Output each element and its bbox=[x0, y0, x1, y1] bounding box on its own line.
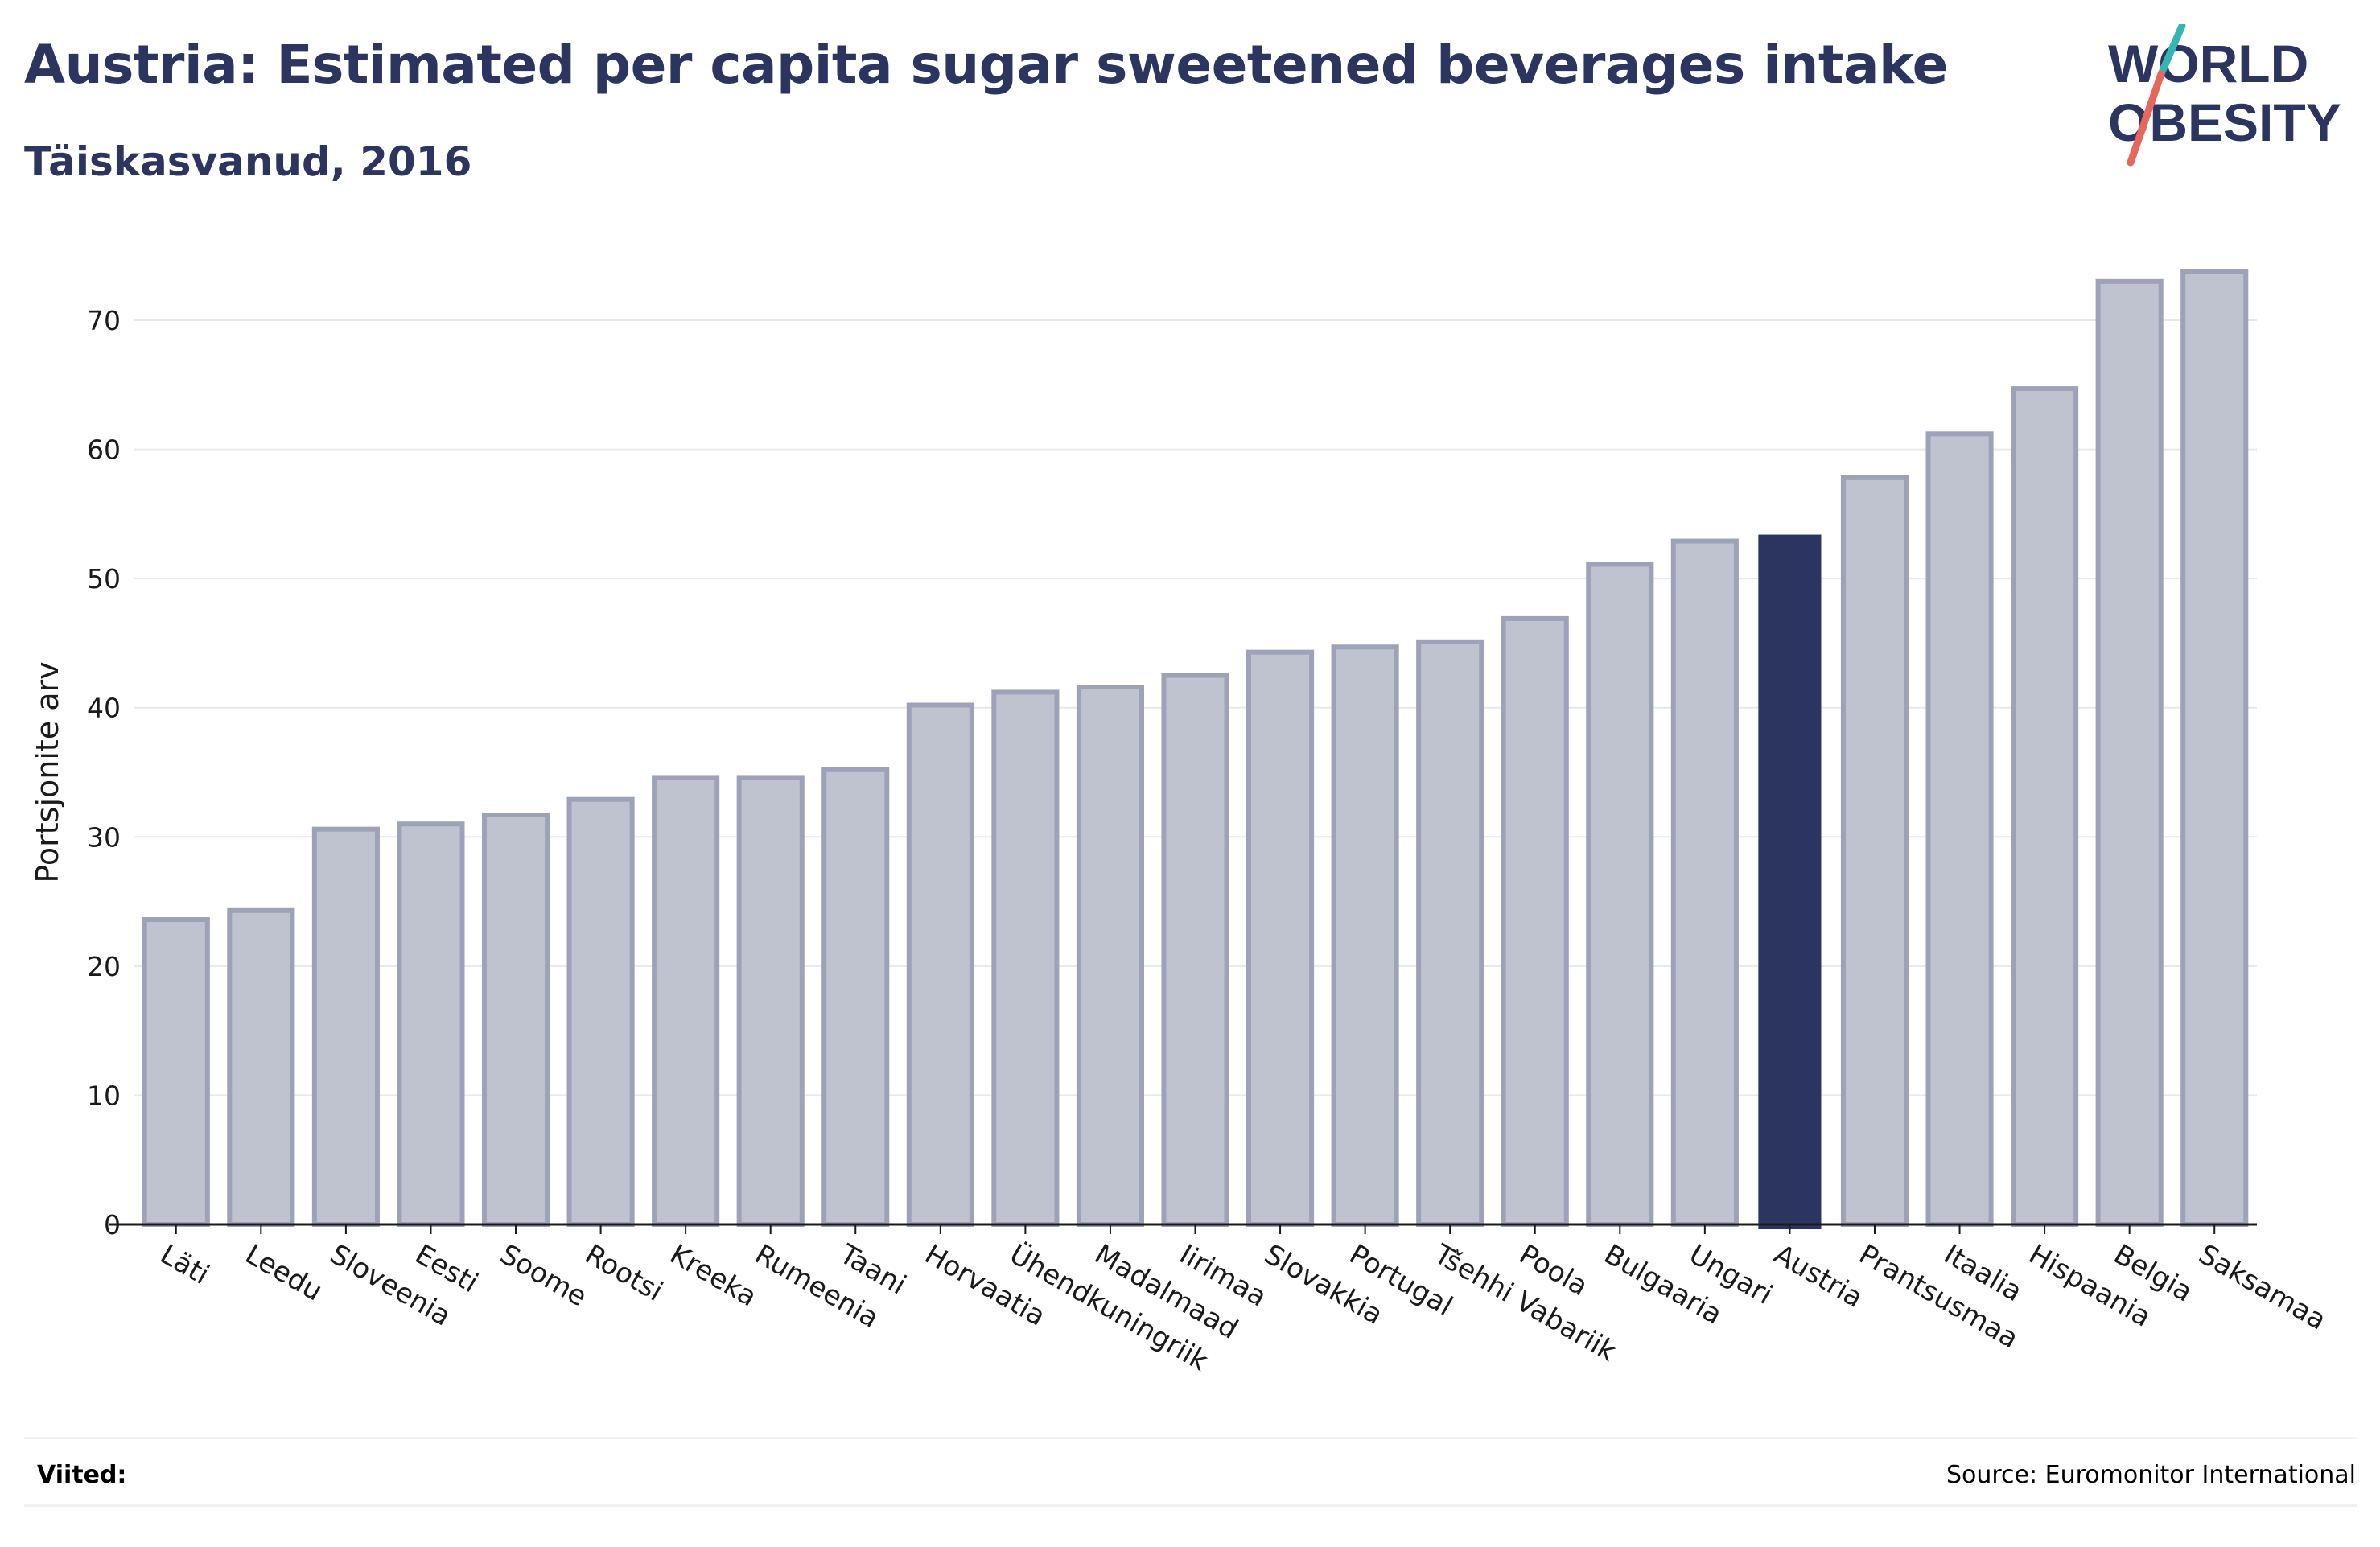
x-tick-label: Austria bbox=[1769, 1238, 1868, 1315]
bar bbox=[1501, 615, 1569, 1227]
y-tick-label: 40 bbox=[87, 693, 121, 724]
logo-slash-coral bbox=[2127, 70, 2165, 167]
footer-divider-top bbox=[24, 1437, 2357, 1439]
bar-highlighted bbox=[1758, 534, 1822, 1229]
world-obesity-logo: WORLD OBESITY bbox=[2108, 24, 2341, 167]
bar bbox=[1670, 538, 1739, 1227]
bar bbox=[1586, 562, 1654, 1227]
logo-slash-teal bbox=[2157, 24, 2186, 78]
bar bbox=[2180, 268, 2249, 1227]
bar bbox=[906, 702, 974, 1227]
chart-title: Austria: Estimated per capita sugar swee… bbox=[24, 34, 1948, 96]
bar bbox=[1925, 431, 1994, 1227]
y-tick-label: 20 bbox=[87, 951, 121, 982]
bar bbox=[736, 775, 805, 1227]
bar bbox=[1161, 673, 1229, 1227]
x-tick-label: Saksamaa bbox=[2193, 1238, 2332, 1336]
logo-line1: WORLD bbox=[2108, 34, 2308, 93]
x-tick-label: Leedu bbox=[240, 1238, 327, 1307]
y-tick-label: 60 bbox=[87, 434, 121, 466]
bar bbox=[481, 812, 550, 1227]
footer-source: Source: Euromonitor International bbox=[1946, 1461, 2356, 1489]
bar bbox=[1331, 644, 1399, 1227]
bar bbox=[2011, 386, 2079, 1227]
bar bbox=[142, 917, 210, 1227]
bar bbox=[311, 826, 380, 1228]
y-tick-label: 50 bbox=[87, 563, 121, 595]
y-tick-label: 70 bbox=[87, 305, 121, 336]
x-tick-label: Rootsi bbox=[579, 1238, 668, 1308]
footer-notes-label: Viited: bbox=[37, 1461, 127, 1489]
bar bbox=[1246, 649, 1315, 1227]
bar bbox=[566, 796, 635, 1227]
y-tick-label: 10 bbox=[87, 1080, 121, 1111]
bar bbox=[1076, 685, 1144, 1227]
bar bbox=[2095, 278, 2164, 1227]
y-tick-label: 30 bbox=[87, 821, 121, 853]
x-tick-label: Läti bbox=[154, 1238, 214, 1291]
chart-subtitle: Täiskasvanud, 2016 bbox=[24, 138, 472, 185]
footer-divider-bottom bbox=[24, 1504, 2357, 1507]
bar bbox=[227, 907, 295, 1227]
x-tick-label: Soome bbox=[495, 1238, 593, 1313]
bar bbox=[1416, 639, 1484, 1227]
x-tick-label: Kreeka bbox=[665, 1238, 763, 1313]
bar bbox=[991, 689, 1060, 1227]
y-axis-label: Portsjonite arv bbox=[30, 661, 65, 883]
bar bbox=[1840, 475, 1909, 1227]
bar bbox=[821, 767, 890, 1227]
bar bbox=[397, 821, 465, 1227]
bar bbox=[652, 775, 720, 1227]
